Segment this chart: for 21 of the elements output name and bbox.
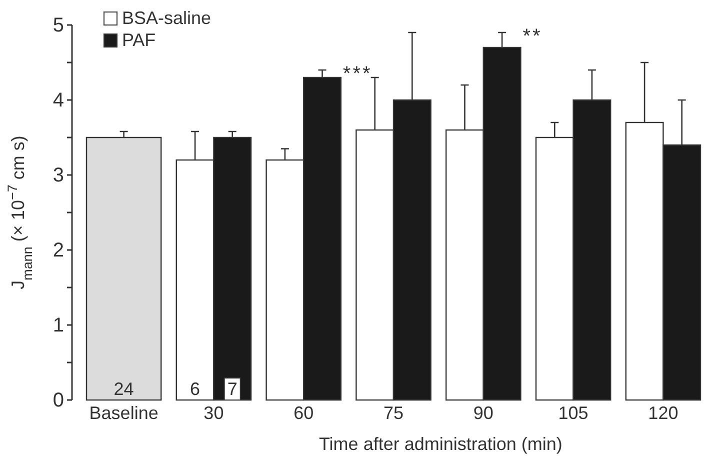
x-tick-label: 120 (648, 403, 678, 424)
annotation: 6 (190, 379, 200, 399)
annotation: 7 (227, 379, 238, 399)
y-tick-label: 1 (52, 314, 64, 336)
x-tick-label: 75 (383, 403, 404, 424)
x-tick-label: 30 (204, 403, 224, 424)
x-tick-label: 105 (558, 403, 588, 424)
y-tick-label: 5 (52, 14, 64, 36)
x-tick-label: 60 (294, 403, 314, 424)
legend-label: BSA-saline (122, 8, 212, 28)
y-tick-label: 2 (52, 239, 64, 262)
y-tick-label: 0 (52, 389, 64, 412)
y-tick-label: 3 (52, 164, 64, 186)
annotation: 24 (114, 379, 134, 399)
x-tick-label: Baseline (89, 403, 158, 424)
x-tick-label: 90 (473, 403, 494, 424)
legend-label: PAF (122, 30, 156, 50)
x-axis-title: Time after administration (min) (318, 434, 562, 454)
annotation: *** (342, 63, 372, 85)
annotation: ** (522, 26, 542, 48)
y-tick-label: 4 (52, 89, 64, 112)
